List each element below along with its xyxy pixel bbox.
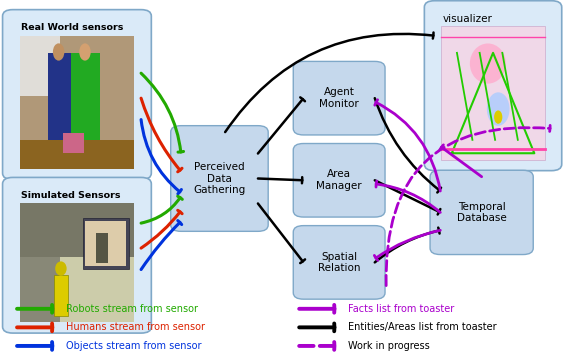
FancyBboxPatch shape — [96, 233, 108, 263]
FancyBboxPatch shape — [48, 53, 71, 140]
FancyBboxPatch shape — [54, 275, 68, 316]
FancyBboxPatch shape — [293, 226, 385, 299]
Text: Humans stream from sensor: Humans stream from sensor — [66, 322, 205, 332]
FancyBboxPatch shape — [71, 53, 100, 140]
Text: Perceived
Data
Gathering: Perceived Data Gathering — [193, 162, 246, 195]
Ellipse shape — [79, 43, 91, 61]
Text: Area
Manager: Area Manager — [316, 170, 362, 191]
FancyBboxPatch shape — [424, 1, 562, 171]
Text: visualizer: visualizer — [443, 14, 493, 24]
Ellipse shape — [55, 261, 67, 276]
Text: Objects stream from sensor: Objects stream from sensor — [66, 341, 201, 351]
FancyBboxPatch shape — [19, 203, 135, 257]
FancyBboxPatch shape — [83, 218, 128, 268]
Text: Robots stream from sensor: Robots stream from sensor — [66, 304, 198, 314]
FancyBboxPatch shape — [293, 144, 385, 217]
Ellipse shape — [494, 110, 502, 124]
FancyBboxPatch shape — [19, 203, 135, 322]
FancyBboxPatch shape — [63, 133, 84, 153]
Text: Spatial
Relation: Spatial Relation — [318, 252, 360, 273]
FancyBboxPatch shape — [293, 61, 385, 135]
Text: Work in progress: Work in progress — [348, 341, 429, 351]
Ellipse shape — [487, 92, 510, 126]
FancyBboxPatch shape — [441, 26, 545, 160]
FancyBboxPatch shape — [19, 36, 135, 169]
Ellipse shape — [53, 43, 64, 61]
Text: Simulated Sensors: Simulated Sensors — [22, 191, 121, 200]
FancyBboxPatch shape — [430, 170, 534, 255]
FancyBboxPatch shape — [19, 140, 135, 169]
FancyBboxPatch shape — [19, 257, 60, 322]
FancyBboxPatch shape — [19, 36, 60, 96]
FancyBboxPatch shape — [3, 177, 152, 333]
Ellipse shape — [470, 44, 506, 84]
FancyBboxPatch shape — [85, 221, 126, 266]
FancyBboxPatch shape — [171, 126, 268, 231]
Text: Agent
Monitor: Agent Monitor — [319, 87, 359, 109]
Text: Temporal
Database: Temporal Database — [457, 202, 507, 223]
Text: Facts list from toaster: Facts list from toaster — [348, 304, 454, 314]
Text: Real World sensors: Real World sensors — [22, 23, 124, 32]
Text: Entities/Areas list from toaster: Entities/Areas list from toaster — [348, 322, 496, 332]
FancyBboxPatch shape — [3, 10, 152, 180]
